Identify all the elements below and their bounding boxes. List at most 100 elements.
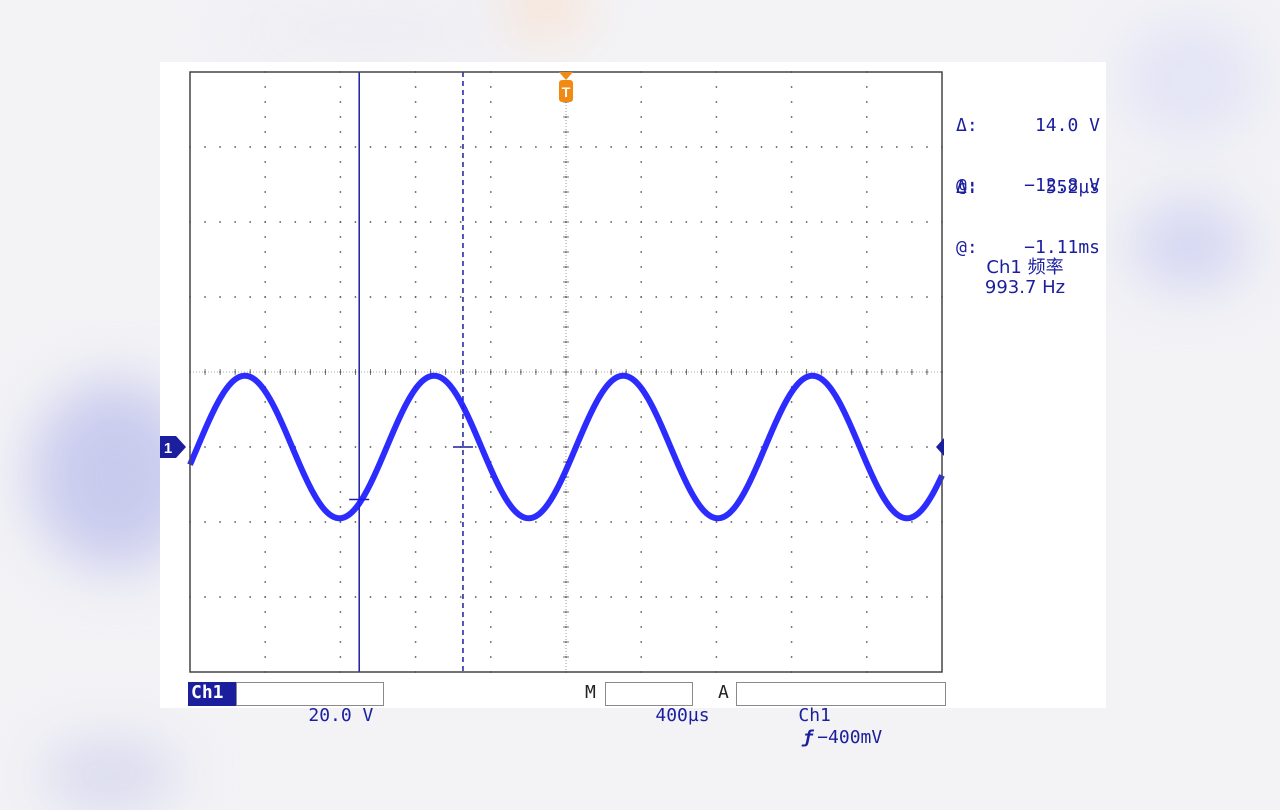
grid-dot — [715, 176, 718, 178]
grid-dot — [489, 581, 492, 583]
grid-dot — [865, 326, 868, 328]
grid-dot — [459, 146, 462, 148]
grid-dot — [264, 446, 267, 448]
grid-dot — [489, 281, 492, 283]
grid-dot — [474, 146, 477, 148]
trigger-marker-label: T — [562, 84, 571, 100]
grid-dot — [339, 581, 342, 583]
grid-dot — [865, 506, 868, 508]
grid-dot — [204, 296, 206, 298]
grid-dot — [504, 146, 507, 148]
grid-dot — [264, 251, 267, 253]
grid-dot — [339, 236, 342, 238]
grid-dot — [805, 146, 808, 148]
grid-dot — [264, 311, 267, 313]
grid-dot — [264, 281, 267, 283]
grid-dot — [655, 221, 658, 223]
grid-dot — [850, 446, 853, 448]
grid-dot — [911, 596, 913, 598]
grid-dot — [339, 476, 342, 478]
grid-dot — [685, 296, 688, 298]
grid-dot — [595, 221, 597, 223]
grid-dot — [414, 611, 417, 613]
grid-dot — [805, 296, 808, 298]
grid-dot — [715, 116, 718, 118]
grid-dot — [790, 176, 793, 178]
grid-dot — [264, 596, 267, 598]
grid-dot — [339, 386, 342, 388]
grid-dot — [760, 596, 763, 598]
grid-dot — [204, 596, 206, 598]
grid-dot — [489, 596, 492, 598]
grid-dot — [264, 146, 267, 148]
grid-dot — [730, 146, 733, 148]
grid-dot — [625, 296, 628, 298]
grid-dot — [414, 506, 417, 508]
grid-dot — [414, 296, 417, 298]
m-label: M — [585, 682, 596, 703]
grid-dot — [865, 596, 868, 598]
grid-dot — [640, 401, 643, 403]
grid-dot — [414, 266, 417, 268]
grid-dot — [264, 296, 267, 298]
time-at-value: −1.11ms — [1024, 237, 1100, 258]
grid-dot — [865, 521, 868, 523]
grid-dot — [640, 176, 643, 178]
grid-dot — [790, 281, 793, 283]
grid-dot — [700, 521, 703, 523]
grid-dot — [820, 596, 823, 598]
measurement-label: Ch1 频率 — [986, 257, 1064, 278]
grid-dot — [790, 641, 793, 643]
grid-dot — [414, 656, 417, 658]
grid-dot — [339, 416, 342, 418]
grid-dot — [640, 416, 643, 418]
grid-dot — [294, 146, 297, 148]
grid-dot — [264, 341, 267, 343]
grid-dot — [911, 446, 913, 448]
grid-dot — [264, 401, 267, 403]
grid-dot — [264, 131, 267, 133]
grid-dot — [339, 401, 342, 403]
grid-dot — [414, 476, 417, 478]
grid-dot — [414, 131, 417, 133]
grid-dot — [339, 536, 342, 538]
grid-dot — [264, 161, 267, 163]
grid-dot — [790, 431, 793, 433]
grid-dot — [715, 236, 718, 238]
grid-dot — [414, 146, 417, 148]
grid-dot — [369, 521, 372, 523]
grid-dot — [835, 596, 838, 598]
grid-dot — [715, 221, 718, 223]
grid-dot — [234, 521, 237, 523]
grid-dot — [444, 446, 447, 448]
grid-dot — [895, 596, 898, 598]
grid-dot — [655, 446, 658, 448]
grid-dot — [204, 521, 206, 523]
grid-dot — [715, 581, 718, 583]
grid-dot — [489, 446, 492, 448]
grid-dot — [219, 446, 221, 448]
grid-dot — [790, 581, 793, 583]
grid-dot — [339, 611, 342, 613]
grid-dot — [489, 131, 492, 133]
grid-dot — [730, 521, 733, 523]
grid-dot — [489, 236, 492, 238]
frequency-measurement: Ch1 频率 993.7 Hz — [955, 258, 1095, 298]
grid-dot — [640, 431, 643, 433]
grid-dot — [820, 296, 823, 298]
grid-dot — [895, 146, 898, 148]
grid-dot — [715, 641, 718, 643]
grid-dot — [550, 446, 552, 448]
grid-dot — [655, 296, 658, 298]
voltage-delta-label: Δ: — [956, 115, 978, 136]
grid-dot — [429, 296, 432, 298]
grid-dot — [519, 221, 522, 223]
grid-dot — [339, 176, 342, 178]
grid-dot — [399, 146, 402, 148]
grid-dot — [790, 266, 793, 268]
grid-dot — [625, 221, 628, 223]
grid-dot — [715, 356, 718, 358]
background-blur — [240, 0, 500, 60]
grid-dot — [865, 476, 868, 478]
grid-dot — [339, 431, 342, 433]
